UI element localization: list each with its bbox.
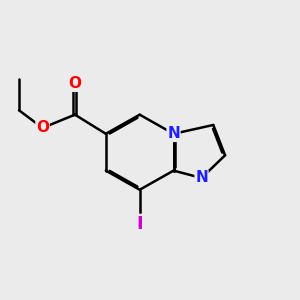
- Text: O: O: [68, 76, 81, 91]
- Text: N: N: [195, 170, 208, 185]
- Text: N: N: [167, 126, 180, 141]
- Text: O: O: [36, 120, 49, 135]
- Text: I: I: [136, 214, 143, 232]
